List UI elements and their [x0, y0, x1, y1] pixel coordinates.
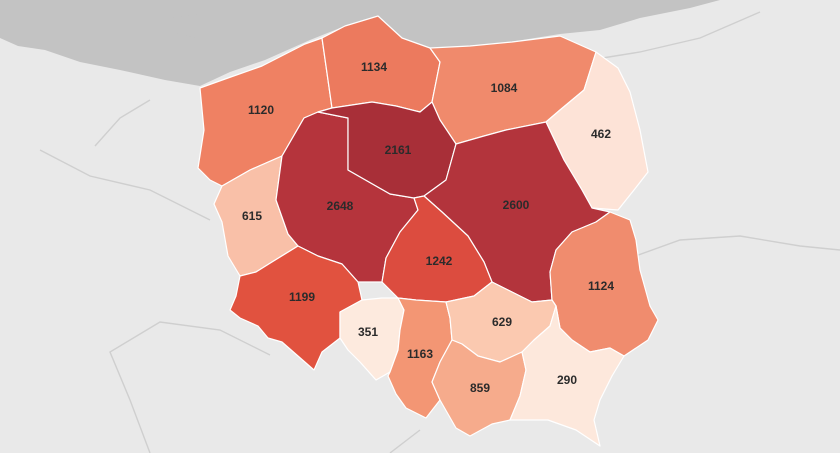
border-line-north-east [589, 11, 761, 61]
label-slaskie: 1163 [407, 347, 433, 361]
label-swietokrzyskie: 629 [492, 315, 512, 329]
label-malopolskie: 859 [470, 381, 490, 395]
region-dolnoslaskie[interactable] [229, 245, 363, 371]
regions [197, 15, 659, 447]
region-labels: 1120 1134 1084 462 615 2648 2161 2600 12… [242, 60, 614, 395]
label-wielkopolskie: 2648 [327, 199, 354, 213]
border-line-west [39, 149, 211, 221]
border-line-north-west [94, 99, 151, 147]
label-kujawsko-pomorskie: 2161 [385, 143, 412, 157]
border-line-south [389, 429, 421, 453]
label-mazowieckie: 2600 [503, 198, 530, 212]
border-line-east [629, 235, 840, 259]
label-zachodniopomorskie: 1120 [248, 103, 274, 117]
label-warminsko-mazurskie: 1084 [491, 81, 518, 95]
label-podkarpackie: 290 [557, 373, 577, 387]
label-podlaskie: 462 [591, 127, 611, 141]
region-podkarpackie[interactable] [509, 305, 625, 447]
sea-island [170, 14, 215, 38]
label-pomorskie: 1134 [361, 60, 387, 74]
region-podlaskie[interactable] [545, 51, 649, 211]
label-lubuskie: 615 [242, 209, 262, 223]
label-lodzkie: 1242 [426, 254, 453, 268]
label-opolskie: 351 [358, 325, 378, 339]
border-line-south-west [109, 321, 271, 453]
label-lubelskie: 1124 [588, 279, 614, 293]
label-dolnoslaskie: 1199 [289, 290, 315, 304]
